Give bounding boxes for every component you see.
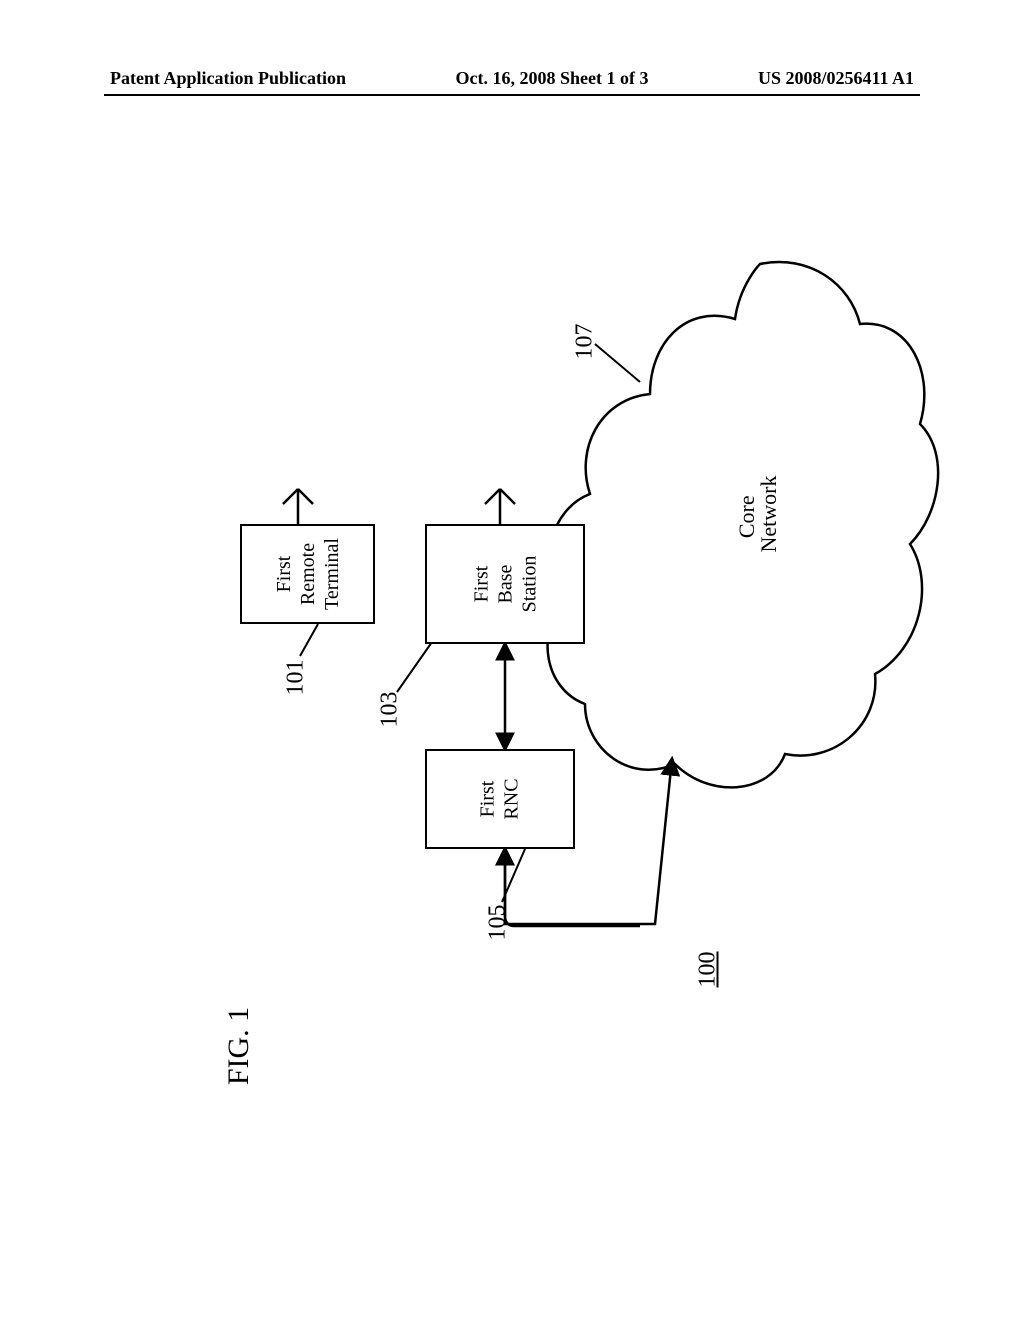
arrow-into-cloud — [640, 762, 668, 926]
arrow-rnc-cloud-end — [588, 762, 661, 926]
cloud-label-l1: Core — [734, 495, 759, 538]
leader-101 — [300, 624, 318, 656]
ref-103: 103 — [377, 692, 404, 728]
ref-105: 105 — [485, 905, 512, 941]
box-rnc-label: First RNC — [476, 778, 524, 819]
box-terminal-label: First Remote Terminal — [272, 538, 344, 610]
arrow-rnc-cloud — [505, 849, 588, 926]
cloud-label: Core Network — [734, 476, 781, 553]
ref-100: 100 — [695, 952, 722, 988]
leader-107 — [595, 344, 640, 382]
arrow-rnc-cloud-tip — [588, 766, 628, 926]
diagram-svg: Core Network — [0, 94, 1024, 1294]
header-left: Patent Application Publication — [110, 68, 346, 89]
ref-101: 101 — [283, 660, 310, 696]
diagram-canvas: Core Network — [0, 94, 1024, 1294]
antenna-base — [485, 489, 515, 524]
header-right: US 2008/0256411 A1 — [758, 68, 914, 89]
arrow-rnc-cloud-into — [640, 764, 665, 926]
figure-label: FIG. 1 — [222, 1007, 256, 1085]
box-base-label: First Base Station — [469, 556, 541, 613]
page-header: Patent Application Publication Oct. 16, … — [0, 68, 1024, 89]
box-rnc: First RNC — [425, 749, 575, 849]
leader-105 — [502, 849, 525, 902]
cloud-shape — [548, 262, 939, 787]
arrow-cloud-end — [588, 764, 640, 926]
box-terminal: First Remote Terminal — [240, 524, 375, 624]
cloud-label-l2: Network — [756, 476, 781, 553]
leader-103 — [397, 642, 432, 692]
header-center: Oct. 16, 2008 Sheet 1 of 3 — [456, 68, 649, 89]
arrow-rnc-cloud-seg2 — [588, 774, 645, 926]
diagram-svg2 — [0, 94, 1024, 1294]
antenna-terminal — [283, 489, 313, 524]
ref-107: 107 — [572, 324, 599, 360]
page: Patent Application Publication Oct. 16, … — [0, 0, 1024, 1320]
box-base: First Base Station — [425, 524, 585, 644]
